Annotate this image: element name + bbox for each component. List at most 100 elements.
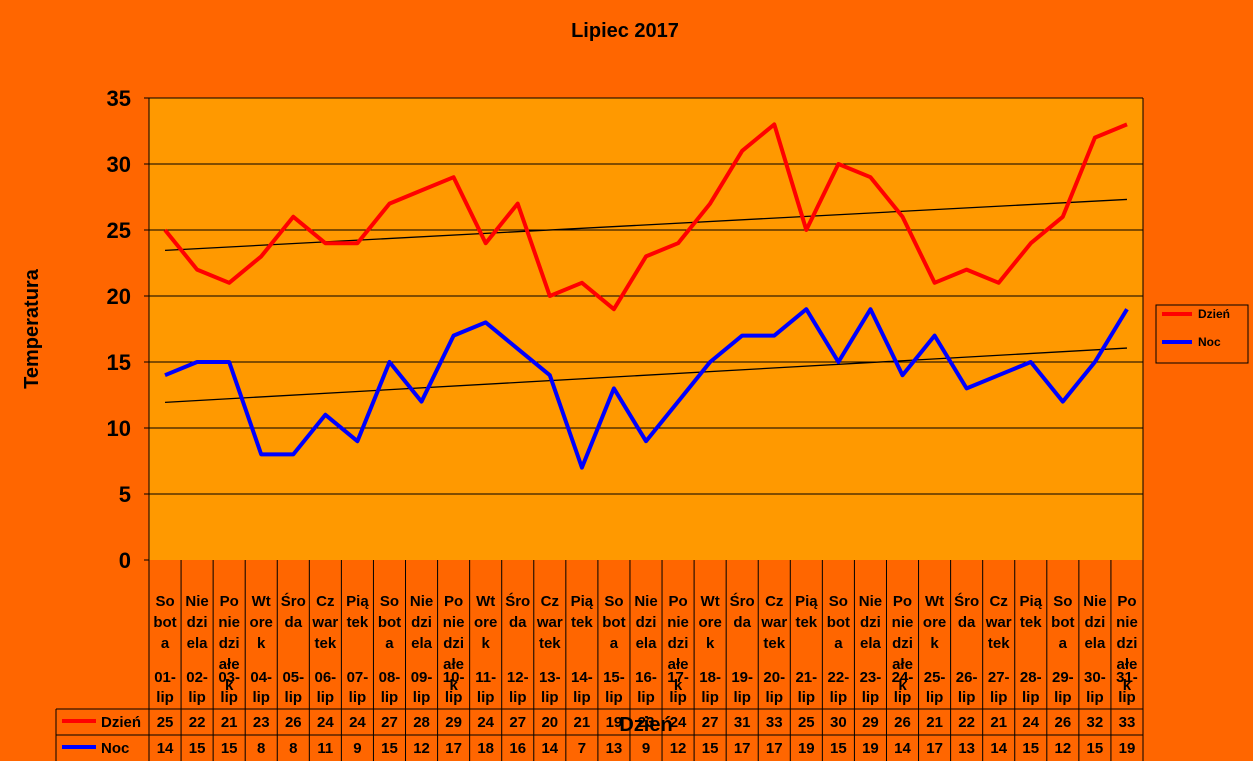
x-tick-label-date: 24- xyxy=(892,669,914,686)
x-tick-label-date: 11- xyxy=(475,669,496,686)
x-tick-label-date: 17- xyxy=(667,669,689,686)
y-tick-label: 5 xyxy=(119,482,131,507)
x-tick-label-day: Pią xyxy=(1020,593,1043,610)
x-tick-label-day: ela xyxy=(187,635,209,652)
x-tick-label-date: lip xyxy=(830,689,848,706)
data-label: 29 xyxy=(445,714,462,731)
data-label: 21 xyxy=(990,714,1007,731)
data-label: 25 xyxy=(798,714,815,731)
y-tick-label: 20 xyxy=(107,284,131,309)
data-label: 24 xyxy=(1022,714,1039,731)
legend: Dzień Noc xyxy=(1155,304,1249,364)
data-label: 15 xyxy=(189,740,206,757)
x-tick-label-date: 01- xyxy=(154,669,176,686)
x-tick-label-day: Wt xyxy=(925,593,944,610)
x-tick-label-day: ore xyxy=(923,614,946,631)
x-tick-label-day: ałe xyxy=(892,656,913,673)
data-label: 17 xyxy=(445,740,462,757)
x-tick-label-day: dzi xyxy=(668,635,689,652)
x-tick-label-date: lip xyxy=(252,689,270,706)
data-label: 24 xyxy=(670,714,687,731)
y-tick-label: 35 xyxy=(107,86,131,111)
x-tick-label-date: 19- xyxy=(731,669,753,686)
x-tick-label-day: Pią xyxy=(346,593,369,610)
x-tick-label-day: Pią xyxy=(795,593,818,610)
x-tick-label-day: Śro xyxy=(730,592,755,610)
x-tick-label-day: Cz xyxy=(316,593,334,610)
x-tick-label-day: Po xyxy=(893,593,912,610)
x-tick-label-day: a xyxy=(1059,635,1068,652)
trendline xyxy=(164,347,1128,403)
x-tick-label-day: So xyxy=(380,593,399,610)
x-tick-label-day: ore xyxy=(250,614,273,631)
data-label: 26 xyxy=(285,714,302,731)
x-tick-label-date: lip xyxy=(733,689,751,706)
x-tick-label-date: lip xyxy=(637,689,655,706)
x-tick-label-date: 20- xyxy=(763,669,785,686)
x-tick-label-day: k xyxy=(898,677,907,694)
x-tick-label-day: ela xyxy=(636,635,658,652)
x-tick-label-day: k xyxy=(1123,677,1132,694)
x-tick-label-date: 07- xyxy=(347,669,369,686)
x-tick-label-day: Nie xyxy=(410,593,433,610)
data-label: 17 xyxy=(766,740,783,757)
data-label: 19 xyxy=(862,740,879,757)
x-tick-label-day: Nie xyxy=(185,593,208,610)
x-tick-label-day: k xyxy=(257,635,266,652)
legend-label: Noc xyxy=(1198,335,1221,349)
x-tick-label-day: ela xyxy=(1084,635,1106,652)
table-series-name: Dzień xyxy=(101,714,141,731)
x-tick-label-day: dzi xyxy=(219,635,240,652)
x-tick-label-date: lip xyxy=(573,689,591,706)
data-label: 32 xyxy=(1087,714,1104,731)
data-label: 12 xyxy=(670,740,687,757)
y-tick-label: 15 xyxy=(107,350,131,375)
series-lines xyxy=(163,122,1129,470)
x-tick-label-day: war xyxy=(311,614,338,631)
x-tick-label-date: lip xyxy=(958,689,976,706)
data-label: 27 xyxy=(381,714,398,731)
x-tick-label-day: ore xyxy=(474,614,497,631)
x-tick-label-day: Cz xyxy=(990,593,1008,610)
series-line xyxy=(163,122,1128,312)
data-label: 8 xyxy=(257,740,265,757)
x-tick-label-date: 13- xyxy=(539,669,561,686)
x-tick-label-day: dzi xyxy=(443,635,464,652)
x-tick-label-day: ore xyxy=(698,614,721,631)
x-tick-label-day: da xyxy=(958,614,976,631)
data-label: 7 xyxy=(578,740,586,757)
x-tick-label-day: dzi xyxy=(187,614,208,631)
x-tick-label-date: lip xyxy=(894,689,912,706)
data-label: 9 xyxy=(353,740,361,757)
x-tick-label-date: 16- xyxy=(635,669,657,686)
x-tick-label-day: ałe xyxy=(1117,656,1138,673)
y-axis-ticks: 0 5 10 15 20 25 30 35 xyxy=(107,86,150,573)
x-tick-label-day: So xyxy=(155,593,174,610)
data-label: 15 xyxy=(702,740,719,757)
y-tick-label: 30 xyxy=(107,152,131,177)
x-tick-label-day: tek xyxy=(795,614,817,631)
x-tick-label-day: a xyxy=(610,635,619,652)
x-tick-label-day: tek xyxy=(1020,614,1042,631)
x-tick-label-date: 04- xyxy=(250,669,272,686)
data-table: Sobota01-lipNiedziela02-lipPoniedziałek0… xyxy=(55,98,1144,761)
x-tick-label-day: da xyxy=(509,614,527,631)
x-axis-title: Dzień xyxy=(619,714,672,736)
x-tick-label-date: lip xyxy=(445,689,463,706)
x-tick-label-date: 30- xyxy=(1084,669,1106,686)
data-label: 12 xyxy=(413,740,430,757)
x-tick-label-date: 22- xyxy=(828,669,850,686)
x-tick-label-date: 09- xyxy=(411,669,433,686)
x-tick-label-day: Po xyxy=(444,593,463,610)
x-tick-label-day: ela xyxy=(860,635,882,652)
x-tick-label-date: 27- xyxy=(988,669,1010,686)
data-label: 27 xyxy=(509,714,526,731)
data-label: 24 xyxy=(317,714,334,731)
x-tick-label-day: dzi xyxy=(860,614,881,631)
x-tick-label-date: lip xyxy=(1118,689,1136,706)
x-tick-label-day: k xyxy=(674,677,683,694)
x-tick-label-day: Śro xyxy=(505,592,530,610)
data-label: 21 xyxy=(574,714,591,731)
x-tick-label-day: ałe xyxy=(219,656,240,673)
x-tick-label-day: tek xyxy=(315,635,337,652)
